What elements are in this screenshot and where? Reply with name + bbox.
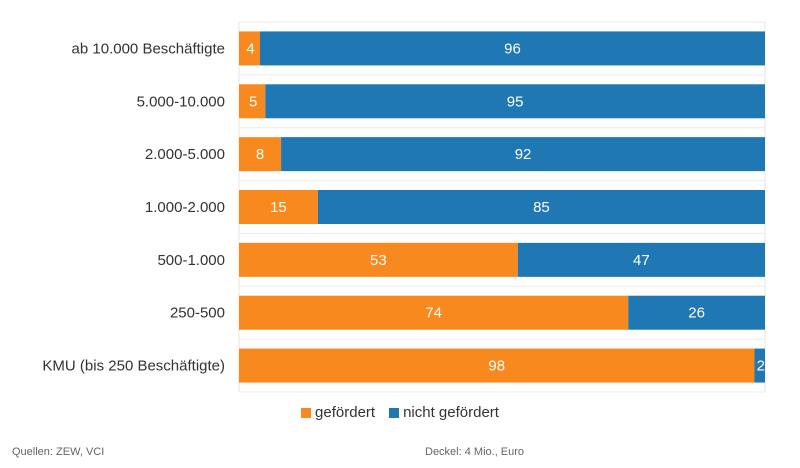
category-label: 5.000-10.000 xyxy=(137,93,225,110)
bar-gefoerdert xyxy=(239,84,266,119)
data-label-gefoerdert: 4 xyxy=(246,40,254,57)
bar-nicht-gefoerdert xyxy=(628,295,765,330)
bar-nicht-gefoerdert xyxy=(281,137,765,172)
source-note: Quellen: ZEW, VCI xyxy=(12,446,105,458)
data-label-gefoerdert: 8 xyxy=(256,146,264,163)
data-label-gefoerdert: 53 xyxy=(370,252,387,269)
data-label-gefoerdert: 15 xyxy=(270,199,287,216)
legend-label-gefoerdert: gefördert xyxy=(315,404,376,421)
legend-swatch-nicht-gefoerdert xyxy=(389,407,400,418)
stacked-bar-chart: ab 10.000 Beschäftigte 4 96 5.000-10.000 5 95… xyxy=(42,21,766,393)
bar-nicht-gefoerdert xyxy=(265,84,765,119)
data-label-nicht-gefoerdert: 26 xyxy=(688,305,705,322)
bar-gefoerdert xyxy=(239,295,629,330)
legend-item-nicht-gefoerdert[interactable]: nicht gefördert xyxy=(389,404,499,421)
data-label-nicht-gefoerdert: 96 xyxy=(504,40,521,57)
data-label-nicht-gefoerdert: 92 xyxy=(515,146,532,163)
bar-nicht-gefoerdert xyxy=(317,190,765,224)
bar-nicht-gefoerdert xyxy=(754,348,765,383)
bar-gefoerdert xyxy=(239,137,282,172)
category-label: 250-500 xyxy=(170,305,225,322)
category-label: 1.000-2.000 xyxy=(145,199,225,216)
bar-gefoerdert xyxy=(239,31,261,66)
data-label-nicht-gefoerdert: 47 xyxy=(633,252,650,269)
data-label-gefoerdert: 98 xyxy=(488,358,505,375)
data-label-gefoerdert: 5 xyxy=(249,93,257,110)
legend: gefördert nicht gefördert xyxy=(0,404,800,421)
cap-note: Deckel: 4 Mio., Euro xyxy=(425,446,525,458)
bar-gefoerdert xyxy=(239,190,318,224)
category-label: 2.000-5.000 xyxy=(145,146,225,163)
legend-item-gefoerdert[interactable]: gefördert xyxy=(301,404,375,421)
legend-swatch-gefoerdert xyxy=(301,407,312,418)
category-label: ab 10.000 Beschäftigte xyxy=(72,40,225,57)
data-label-nicht-gefoerdert: 85 xyxy=(533,199,550,216)
bar-gefoerdert xyxy=(239,242,518,277)
data-label-nicht-gefoerdert: 2 xyxy=(757,358,765,375)
legend-label-nicht-gefoerdert: nicht gefördert xyxy=(403,404,499,421)
data-label-nicht-gefoerdert: 95 xyxy=(507,93,524,110)
category-label: KMU (bis 250 Beschäftigte) xyxy=(42,358,225,375)
bar-gefoerdert xyxy=(239,348,755,383)
data-label-gefoerdert: 74 xyxy=(425,305,442,322)
category-label: 500-1.000 xyxy=(157,252,225,269)
bar-nicht-gefoerdert xyxy=(517,242,765,277)
bar-nicht-gefoerdert xyxy=(260,31,765,66)
